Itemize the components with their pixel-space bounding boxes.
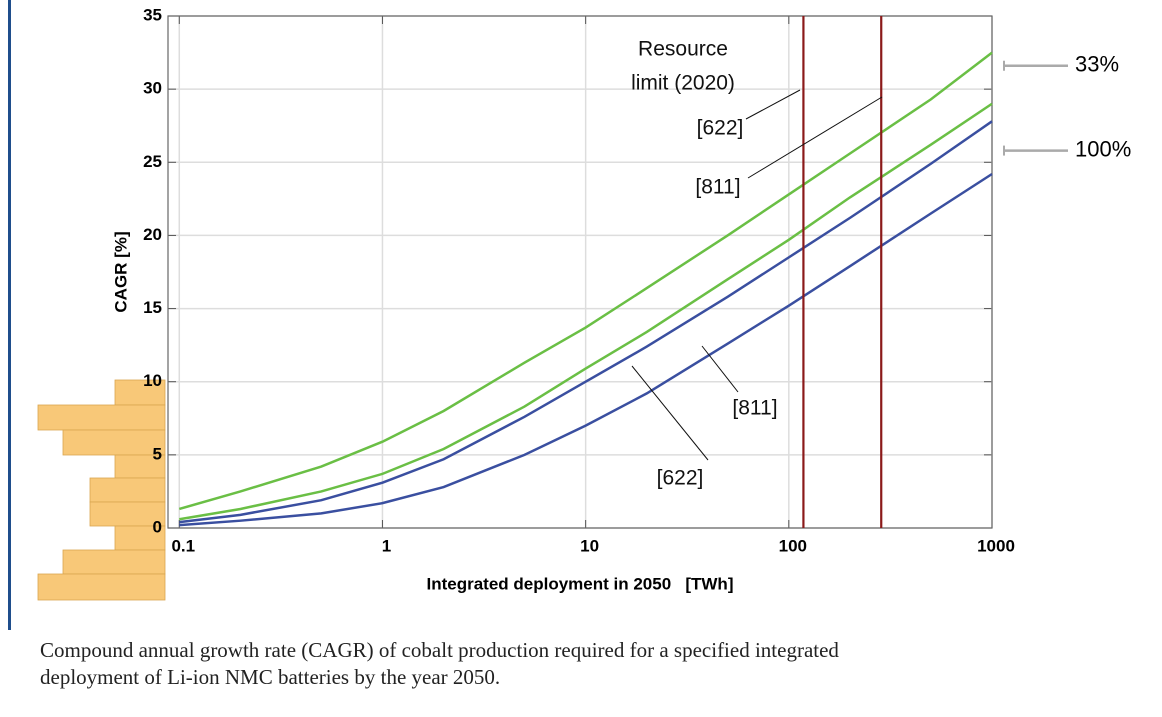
side-bar — [8, 0, 11, 630]
hist-bar — [114, 525, 166, 551]
hist-bar — [62, 549, 166, 575]
x-axis-label: Integrated deployment in 2050 [TWh] — [427, 574, 734, 593]
annotation: [811] — [732, 397, 777, 420]
hist-bar — [62, 429, 166, 456]
hist-bar — [37, 573, 166, 601]
x-tick-label: 1 — [382, 536, 391, 555]
curve — [179, 102, 993, 521]
hist-bar — [89, 501, 166, 527]
curve — [179, 120, 993, 524]
y-tick-label: 20 — [143, 225, 162, 244]
y-axis-label: CAGR [%] — [111, 231, 130, 312]
annotation: [622] — [697, 117, 744, 140]
y-tick-label: 30 — [143, 79, 162, 98]
plot-frame — [167, 15, 993, 529]
hist-bar — [37, 404, 166, 431]
y-tick-label: 0 — [153, 517, 162, 536]
marker-label: 100% — [1075, 136, 1131, 161]
curve — [179, 172, 993, 527]
y-tick-label: 5 — [153, 444, 162, 463]
y-tick-label: 15 — [143, 298, 162, 317]
leader-line — [631, 365, 709, 461]
annotation: [622] — [657, 467, 704, 490]
hist-bar — [114, 379, 166, 406]
x-tick-label: 10 — [580, 536, 599, 555]
x-tick-label: 1000 — [977, 536, 1015, 555]
annotation: limit (2020) — [631, 72, 735, 95]
marker-label: 33% — [1075, 52, 1119, 77]
side-histogram — [37, 379, 166, 601]
hist-bar — [89, 477, 166, 503]
caption: Compound annual growth rate (CAGR) of co… — [40, 638, 839, 689]
y-tick-label: 25 — [143, 152, 162, 171]
annotation: Resource — [638, 38, 728, 61]
annotation: [811] — [695, 176, 740, 199]
curve — [178, 51, 993, 511]
x-tick-label: 0.1 — [171, 536, 195, 555]
chart: Integrated deployment in 2050 [TWh] CAGR… — [8, 0, 1131, 630]
leader-line — [701, 345, 739, 393]
y-tick-label: 10 — [143, 371, 162, 390]
leader-line — [747, 96, 883, 179]
x-tick-label: 100 — [779, 536, 807, 555]
y-tick-label: 35 — [143, 5, 162, 24]
leader-line — [745, 89, 801, 120]
